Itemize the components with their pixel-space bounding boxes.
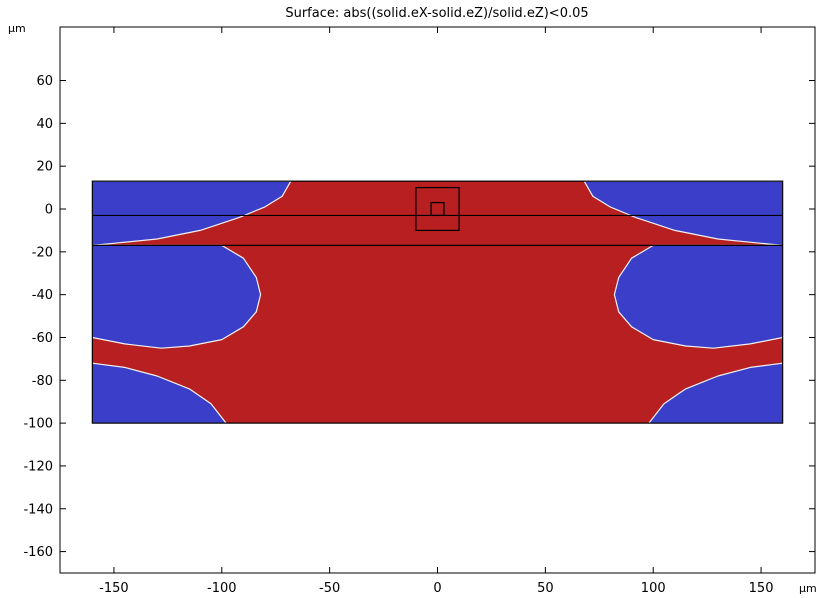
false-region-top-right xyxy=(583,180,784,246)
y-unit-label: µm xyxy=(8,22,26,35)
y-tick-label: -60 xyxy=(32,331,53,346)
y-tick-label: -160 xyxy=(23,545,53,560)
y-tick-label: -120 xyxy=(23,459,53,474)
domain-outline xyxy=(91,180,784,424)
y-tick-label: 40 xyxy=(36,117,53,132)
x-tick-label: -150 xyxy=(99,581,129,596)
y-tick-label: 0 xyxy=(45,203,53,218)
false-region-middle-left xyxy=(91,244,262,349)
outer-square xyxy=(415,186,460,232)
x-tick-label: -50 xyxy=(319,581,340,596)
x-tick-label: 100 xyxy=(641,581,666,596)
y-tick-label: -20 xyxy=(32,245,53,260)
x-unit-label: µm xyxy=(799,582,817,595)
y-tick-label: -80 xyxy=(32,374,53,389)
x-tick-label: 0 xyxy=(433,581,441,596)
false-region-top-left xyxy=(91,180,292,246)
inner-square xyxy=(430,201,445,217)
false-region-middle-right xyxy=(613,244,784,349)
y-tick-label: -140 xyxy=(23,502,53,517)
y-tick-label: -100 xyxy=(23,417,53,432)
y-tick-label: 60 xyxy=(36,74,53,89)
plot-area: -150 -100 -50 0 50 100 150 60 40 20 0 -20 -40 -60 -80 -… xyxy=(23,26,816,596)
chart-title: Surface: abs((solid.eX-solid.eZ)/solid.e… xyxy=(285,6,588,21)
x-tick-label: 150 xyxy=(749,581,774,596)
x-tick-label: -100 xyxy=(207,581,237,596)
y-tick-label: 20 xyxy=(36,160,53,175)
x-tick-label: 50 xyxy=(537,581,554,596)
y-tick-label: -40 xyxy=(32,288,53,303)
